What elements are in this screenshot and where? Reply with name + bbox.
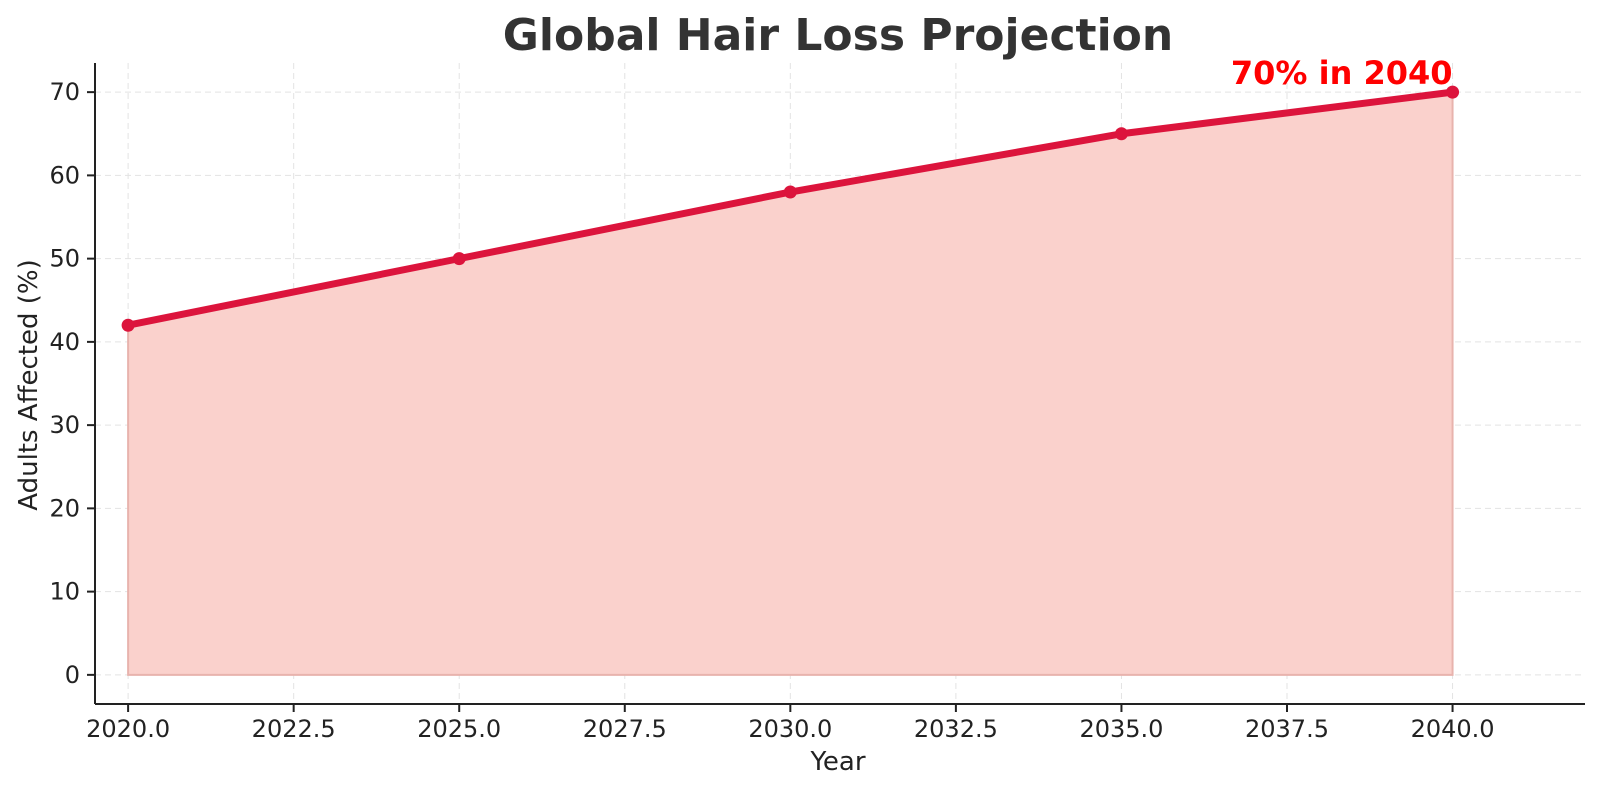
peak-annotation: 70% in 2040 [1231,54,1453,92]
data-point-2030 [783,185,797,199]
x-axis-label: Year [809,747,865,777]
y-axis-label: Adults Affected (%) [14,259,44,510]
y-tick-label: 40 [49,328,80,356]
x-tick-label: 2025.0 [417,715,501,743]
data-point-2020 [121,318,135,332]
data-point-2035 [1114,127,1128,141]
chart-title: Global Hair Loss Projection [503,10,1173,61]
y-tick-label: 50 [49,245,80,273]
y-tick-label: 70 [49,78,80,106]
marker-layer [121,85,1460,332]
x-tick-label: 2027.5 [583,715,667,743]
x-tick-label: 2022.5 [252,715,336,743]
y-tick-label: 20 [49,494,80,522]
x-tick-label: 2020.0 [86,715,170,743]
data-point-2025 [452,252,466,266]
y-tick-label: 60 [49,161,80,189]
x-tick-label: 2032.5 [914,715,998,743]
x-tick-label: 2040.0 [1411,715,1495,743]
x-tick-label: 2037.5 [1245,715,1329,743]
area-fill [127,91,1454,676]
area-layer [127,91,1454,676]
x-ticks: 2020.0 2022.5 2025.0 2027.5 2030.0 2032.5 2035… [86,704,1495,743]
data-point-2040 [1446,85,1460,99]
y-ticks: 0 10 20 30 40 50 60 70 [49,78,95,689]
y-tick-label: 0 [65,661,80,689]
x-tick-label: 2035.0 [1079,715,1163,743]
y-tick-label: 30 [49,411,80,439]
y-tick-label: 10 [49,578,80,606]
x-tick-label: 2030.0 [748,715,832,743]
